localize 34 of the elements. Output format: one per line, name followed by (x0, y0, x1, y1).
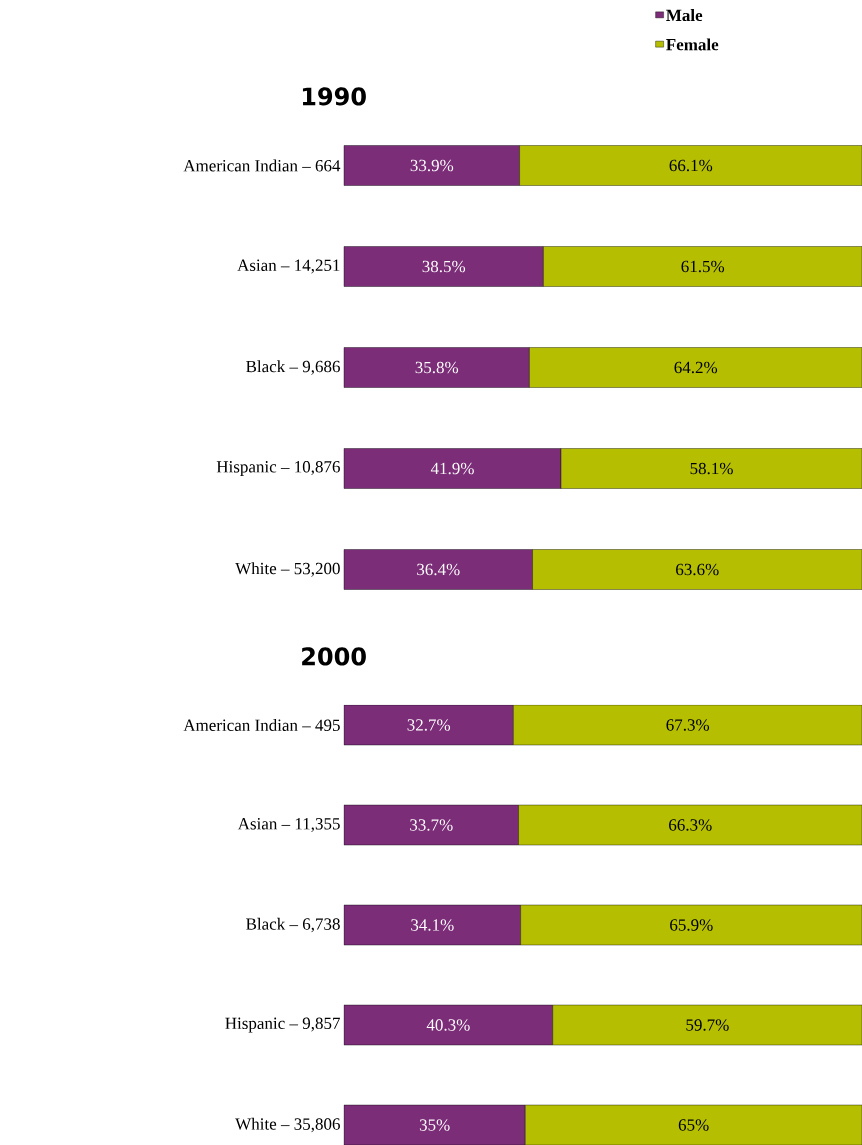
chart-title: 1990 (302, 87, 366, 106)
y-tick-label: American Indian – 495 (183, 719, 340, 731)
data-label: 65% (678, 1119, 709, 1131)
data-label: 65.9% (670, 919, 713, 931)
y-tick-label: Asian – 14,251 (237, 259, 340, 274)
data-label: 63.6% (676, 563, 719, 576)
data-label: 41.9% (430, 462, 474, 475)
data-label: 35.8% (415, 361, 459, 374)
data-label: 35% (419, 1119, 450, 1131)
y-tick-label: Black – 9,686 (246, 360, 340, 375)
y-tick-label: White – 35,806 (235, 1117, 340, 1133)
data-label: 33.9% (410, 159, 454, 172)
legend-label: Male (666, 9, 703, 22)
y-tick-label: American Indian – 664 (183, 159, 341, 172)
y-tick-label: White – 53,200 (235, 562, 340, 577)
data-label: 32.7% (407, 719, 451, 731)
chart-title: 2000 (302, 647, 366, 666)
data-label: 66.1% (669, 159, 713, 172)
data-label: 59.7% (686, 1019, 729, 1031)
y-tick-label: Asian – 11,355 (237, 818, 340, 832)
data-label: 36.4% (417, 563, 460, 576)
data-label: 58.1% (690, 462, 733, 475)
data-label: 61.5% (681, 260, 725, 273)
data-label: 40.3% (426, 1019, 470, 1031)
legend-label: Female (666, 38, 719, 51)
data-label: 38.5% (422, 260, 466, 273)
data-label: 34.1% (411, 919, 454, 931)
data-label: 64.2% (674, 361, 718, 374)
data-label: 67.3% (666, 719, 710, 731)
y-tick-label: Hispanic – 10,876 (216, 461, 340, 476)
y-tick-label: Black – 6,738 (246, 917, 340, 933)
data-label: 33.7% (410, 819, 453, 831)
data-label: 66.3% (669, 819, 712, 831)
y-tick-label: Hispanic – 9,857 (225, 1017, 340, 1033)
